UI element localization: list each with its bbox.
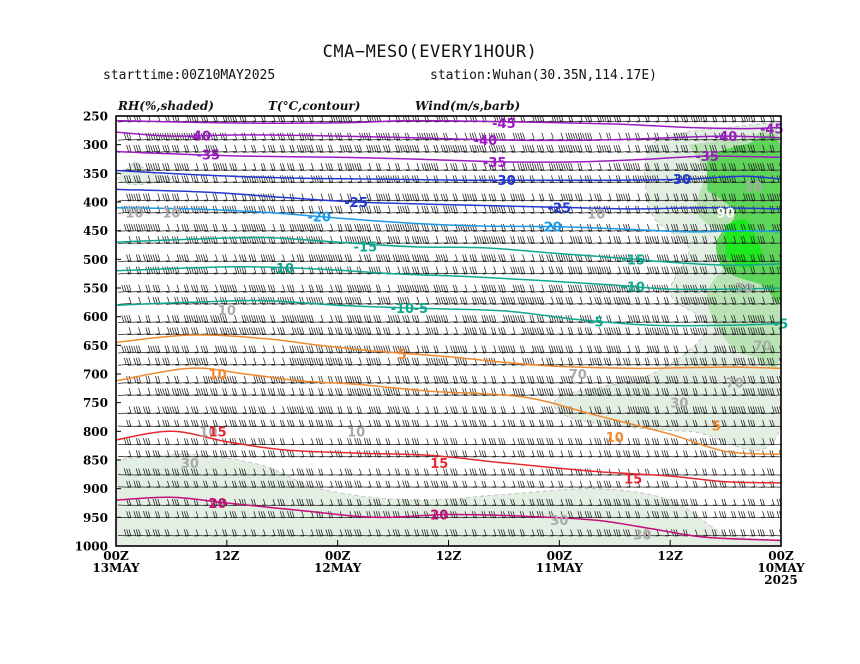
x-tick-label-5-line1: 12Z [657, 549, 683, 563]
temperature-label-29: 20 [209, 497, 227, 512]
y-tick-label-2: 350 [83, 167, 108, 181]
temperature-contour-10 [116, 367, 781, 456]
y-tick-label-7: 600 [83, 310, 108, 324]
rh-label-9: 30 [550, 514, 568, 529]
x-tick-label-4-line2: 11MAY [536, 561, 584, 575]
x-tick-label-3-line1: 12Z [436, 549, 462, 563]
chart-title: CMA−MESO(EVERY1HOUR) [322, 42, 538, 62]
temperature-label-14: -15 [354, 241, 378, 256]
temperature-label-26: 15 [209, 425, 227, 440]
legend-temperature: T(°C,contour) [268, 99, 360, 113]
temperature-contour-5 [116, 334, 781, 370]
y-tick-label-15: 1000 [75, 540, 108, 554]
rh-label-0: 10 [125, 206, 143, 221]
temperature-contour--45 [116, 119, 781, 130]
rh-label-11: 70 [753, 339, 771, 354]
x-tick-label-0-line1: 00Z [103, 549, 129, 563]
temperature-label-4: -40 [714, 130, 738, 145]
x-tick-label-6-line2: 10MAY [757, 561, 805, 575]
y-tick-label-6: 550 [83, 282, 108, 296]
temperature-contour--30 [116, 169, 781, 182]
temperature-label-10: -25 [344, 196, 368, 211]
y-tick-label-14: 950 [83, 511, 108, 525]
temperature-label-20: -5 [589, 315, 603, 330]
rh-label-5: 10 [347, 425, 365, 440]
temperature-label-17: -10 [621, 280, 645, 295]
temperature-contour-15 [116, 430, 781, 484]
temperature-label-7: -35 [695, 150, 719, 165]
rh-label-8: 30 [670, 397, 688, 412]
rh-label-4: 10 [218, 304, 236, 319]
temperature-label-0: -45 [492, 117, 516, 132]
temperature-contour--35 [116, 150, 781, 163]
rh-label-12: 70 [726, 377, 744, 392]
y-tick-label-1: 300 [83, 138, 108, 152]
temperature-label-22: 5 [398, 348, 407, 363]
contour-label-layer: 10 10 10 10 10 10 10 30 30 30 30 70 70 70 70 90 -45 -45 -4… [125, 117, 788, 544]
temperature-contour--40 [116, 131, 781, 142]
legend-wind: Wind(m/s,barb) [415, 99, 520, 113]
temperature-contour-layer [116, 119, 781, 542]
y-tick-label-10: 750 [83, 396, 108, 410]
temperature-label-28: 15 [624, 472, 642, 487]
x-tick-label-1-line1: 12Z [214, 549, 240, 563]
temperature-label-1: -45 [760, 123, 784, 138]
temperature-label-12: -20 [307, 210, 331, 225]
start-time-label: starttime:00Z10MAY2025 [103, 68, 276, 83]
temperature-label-5: -35 [197, 148, 221, 163]
y-tick-label-4: 450 [83, 224, 108, 238]
rh-label-6: 10 [199, 425, 217, 440]
temperature-label-18: -10 [391, 302, 415, 317]
pressure-axis: 250 300 350 400 450 500 550 600 650 700 750 800 850 9… [75, 110, 121, 554]
x-tick-label-0-line2: 13MAY [92, 561, 140, 575]
temperature-label-15: -15 [621, 253, 645, 268]
temperature-contour--15 [116, 236, 781, 266]
rh-label-7: 30 [181, 457, 199, 472]
y-tick-label-11: 800 [83, 425, 108, 439]
rh-label-3: 10 [744, 180, 762, 195]
temperature-label-24: 10 [209, 368, 227, 383]
rh-label-14: 70 [735, 282, 753, 297]
temperature-label-9: -30 [668, 173, 692, 188]
temperature-label-30: 20 [430, 508, 448, 523]
temperature-label-23: 5 [712, 420, 721, 435]
temperature-label-27: 15 [430, 457, 448, 472]
temperature-label-8: -30 [492, 174, 516, 189]
temperature-label-11: -25 [548, 202, 572, 217]
y-tick-label-9: 700 [83, 368, 108, 382]
station-label: station:Wuhan(30.35N,114.17E) [430, 68, 657, 83]
temperature-contour--20 [116, 206, 781, 233]
temperature-contour--25 [116, 188, 781, 210]
x-tick-label-2-line1: 00Z [325, 549, 351, 563]
y-tick-label-5: 500 [83, 253, 108, 267]
x-tick-label-4-line1: 00Z [547, 549, 573, 563]
temperature-label-13: -20 [538, 221, 562, 236]
x-tick-label-2-line2: 12MAY [314, 561, 362, 575]
temperature-label-3: -40 [474, 134, 498, 149]
temperature-contour--10 [116, 266, 781, 291]
x-tick-label-6-line3: 2025 [764, 573, 797, 587]
temperature-label-16: -10 [271, 262, 295, 277]
temperature-label-6: -35 [483, 156, 507, 171]
temperature-label-19: -5 [414, 302, 428, 317]
temperature-label-2: -40 [187, 129, 211, 144]
rh-label-10: 30 [633, 529, 651, 544]
x-tick-label-6-line1: 00Z [768, 549, 794, 563]
rh-label-2: 10 [587, 207, 605, 222]
y-tick-label-0: 250 [83, 110, 108, 124]
temperature-contour-20 [116, 496, 781, 542]
y-tick-label-8: 650 [83, 339, 108, 353]
temperature-contour--5 [116, 299, 781, 327]
y-tick-label-13: 900 [83, 482, 108, 496]
y-tick-label-12: 850 [83, 454, 108, 468]
legend-rh: RH(%,shaded) [117, 99, 214, 113]
temperature-label-25: 10 [606, 431, 624, 446]
y-tick-label-3: 400 [83, 196, 108, 210]
rh-label-13: 70 [569, 368, 587, 383]
rh-label-15: 90 [717, 206, 735, 221]
rh-label-1: 10 [162, 206, 180, 221]
